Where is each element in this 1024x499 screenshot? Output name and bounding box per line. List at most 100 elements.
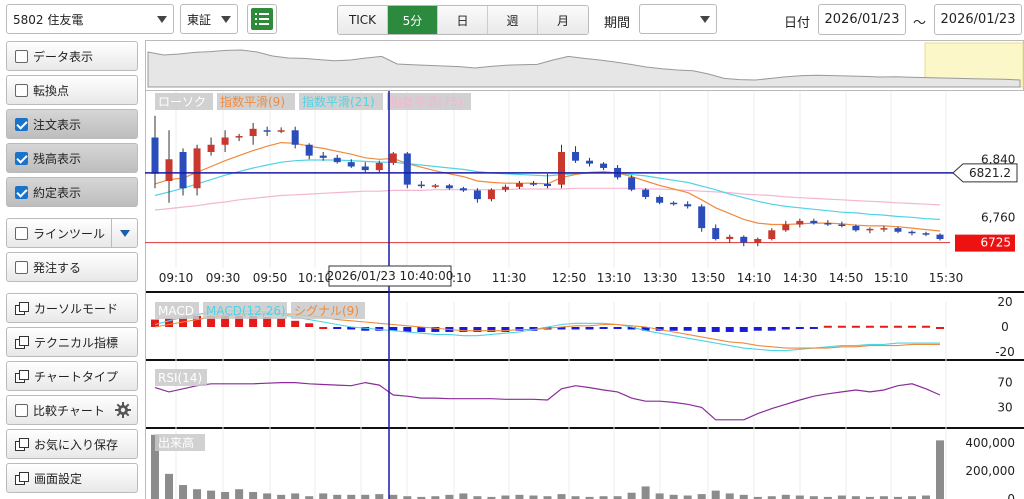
macd-bar (599, 327, 608, 329)
macd-bar (627, 327, 636, 330)
candle-down (179, 152, 187, 189)
sidebar-item-label: ラインツール (33, 226, 106, 241)
date-to-input[interactable]: 2026/01/23 (934, 4, 1022, 35)
candle-down (361, 166, 369, 171)
sidebar-item-turning-point[interactable]: 転換点 (6, 75, 138, 105)
sidebar-item-label: 残高表示 (33, 151, 82, 166)
sidebar-item-line-tool[interactable]: ラインツール (6, 218, 138, 248)
sidebar-item-save-favorite[interactable]: お気に入り保存 (6, 429, 138, 459)
macd-bar (305, 323, 314, 327)
sidebar-item-screen-settings[interactable]: 画面設定 (6, 463, 138, 493)
candle-down (347, 162, 355, 167)
volume-bar (613, 496, 622, 499)
tab-5min[interactable]: 5分 (388, 6, 438, 34)
sidebar-item-cursor-mode[interactable]: カーソルモード (6, 293, 138, 323)
candle-down (319, 155, 327, 158)
volume-bar (333, 494, 342, 499)
candle-up (866, 228, 874, 231)
candle-down (810, 220, 818, 224)
volume-bar (249, 492, 258, 499)
macd-bar (697, 327, 706, 332)
legend-box (217, 93, 295, 110)
volume-bar (291, 493, 300, 499)
volume-bar (669, 494, 678, 499)
legend-ema21: 指数平滑(21) (302, 94, 375, 109)
time-axis-tick: 15:10 (874, 271, 909, 285)
candle-up (501, 186, 509, 190)
macd-bar (151, 319, 159, 327)
range-label: 期間 (604, 16, 631, 31)
market-select[interactable]: 東証 (180, 4, 238, 34)
candle-down (445, 185, 453, 189)
candle-up (754, 239, 762, 243)
volume-axis-tick: 0 (1007, 492, 1015, 499)
legend-volume: 出来高 (158, 435, 194, 450)
candle-up (165, 159, 173, 181)
gear-icon[interactable] (115, 402, 131, 421)
candle-up (207, 144, 215, 152)
sidebar-item-place-order[interactable]: 発注する (6, 252, 138, 282)
macd-bar (921, 325, 930, 328)
stock-select[interactable]: 5802 住友電 (6, 4, 174, 34)
legend-box (203, 302, 287, 319)
volume-bar (403, 496, 412, 499)
macd-bar (865, 325, 874, 328)
candle-down (572, 152, 580, 161)
macd-bar (851, 325, 860, 328)
candle-up (515, 183, 523, 187)
chevron-down-icon[interactable] (111, 219, 137, 247)
price-axis-tick: 6,760 (981, 210, 1015, 224)
macd-bar (389, 327, 398, 331)
sidebar-item-chart-type[interactable]: チャートタイプ (6, 361, 138, 391)
list-menu-button[interactable] (247, 4, 277, 34)
sidebar-item-compare-chart[interactable]: 比較チャート (6, 395, 138, 425)
price-axis-tick: 6,840 (981, 152, 1015, 166)
sidebar-item-data-display[interactable]: データ表示 (6, 41, 138, 71)
date-from-input[interactable]: 2026/01/23 (818, 4, 906, 35)
candle-down (838, 224, 846, 226)
macd-bar (221, 315, 230, 327)
macd-bar (263, 317, 272, 327)
chart-area[interactable]: 6,8406,76009:1009:3009:5010:1010:3010:50… (145, 40, 1024, 499)
tab-week[interactable]: 週 (488, 6, 538, 34)
legend-rsi: RSI(14) (158, 371, 202, 385)
window-icon (15, 471, 29, 485)
volume-axis-tick: 400,000 (965, 436, 1015, 450)
macd-bar (613, 327, 622, 329)
macd-bar (403, 327, 412, 332)
tab-month[interactable]: 月 (538, 6, 588, 34)
legend-box (387, 93, 471, 110)
volume-bar (375, 494, 384, 499)
range-select[interactable] (639, 4, 717, 34)
tab-day[interactable]: 日 (438, 6, 488, 34)
volume-bar (851, 496, 860, 499)
legend-ema75: 指数平滑(75) (390, 94, 463, 109)
volume-bar (459, 493, 468, 499)
time-axis-tick: 12:50 (552, 271, 587, 285)
macd-bar (893, 325, 902, 328)
candle-up (249, 128, 257, 137)
legend-box (155, 93, 213, 110)
sidebar-item-label: 約定表示 (33, 185, 82, 200)
candle-down (459, 188, 467, 191)
legend-box (155, 369, 207, 386)
macd-bar (291, 320, 300, 327)
tab-tick[interactable]: TICK (338, 6, 388, 34)
candle-down (333, 157, 341, 163)
candle-up (558, 152, 566, 185)
sidebar-item-technical-indicators[interactable]: テクニカル指標 (6, 327, 138, 357)
volume-bar (431, 496, 440, 499)
candle-up (193, 148, 201, 189)
candle-down (740, 236, 748, 243)
sidebar-item-execution-display[interactable]: 約定表示 (6, 177, 138, 207)
sidebar-item-balance-display[interactable]: 残高表示 (6, 143, 138, 173)
volume-bar (753, 496, 762, 499)
legend-box (291, 302, 365, 319)
overview-area (147, 49, 1021, 88)
volume-bar (445, 494, 454, 499)
macd-bar (417, 327, 426, 332)
candle-down (544, 183, 551, 187)
sidebar-item-order-display[interactable]: 注文表示 (6, 109, 138, 139)
chevron-down-icon (700, 16, 710, 23)
volume-bar (599, 496, 608, 499)
